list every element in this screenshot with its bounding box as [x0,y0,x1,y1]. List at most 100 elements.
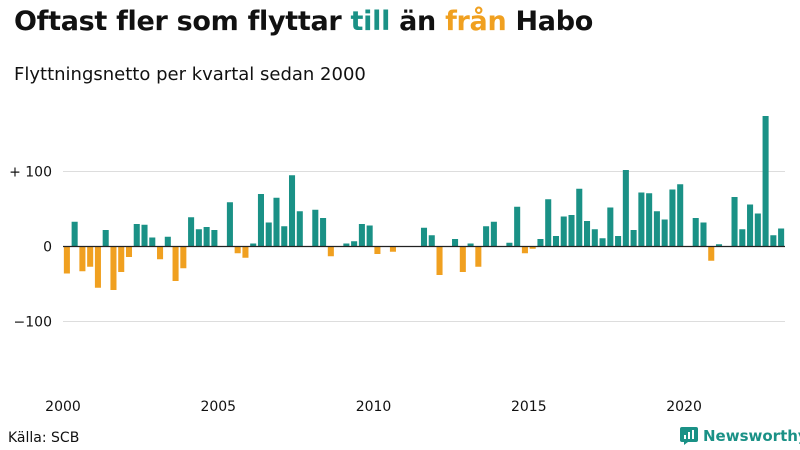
bar[interactable] [94,246,101,288]
title-part-till: till [350,6,391,37]
bar[interactable] [653,211,660,247]
bar[interactable] [180,246,187,269]
bar[interactable] [79,246,86,272]
bar[interactable] [436,246,443,276]
bar[interactable] [281,226,288,247]
title-part-3: än [390,6,446,37]
bar-chart: + 100 0 −100 2000 2005 2010 2015 2020 [9,116,785,416]
bar[interactable] [296,211,303,247]
bar[interactable] [615,236,622,247]
bar[interactable] [226,202,233,247]
bar[interactable] [715,244,723,247]
bar[interactable] [351,241,358,247]
bar[interactable] [770,235,777,247]
bar[interactable] [529,246,536,249]
bar[interactable] [265,222,272,247]
bar[interactable] [467,243,474,247]
bar[interactable] [149,237,156,247]
bar[interactable] [195,229,202,247]
bar[interactable] [560,216,567,247]
x-tick-label: 2005 [200,399,236,415]
x-tick-label: 2020 [666,399,702,415]
bar[interactable] [754,213,761,247]
bar[interactable] [545,199,552,247]
bar[interactable] [358,224,365,247]
bar[interactable] [234,246,241,254]
bar[interactable] [646,193,653,247]
bar[interactable] [599,238,606,247]
bar[interactable] [576,188,583,247]
tick-labels: + 100 0 −100 2000 2005 2010 2015 2020 [9,165,702,416]
bar[interactable] [490,221,497,247]
bar[interactable] [739,229,746,247]
source-note: Källa: SCB [8,430,80,446]
bar[interactable] [63,246,70,274]
bar[interactable] [257,194,264,247]
bar[interactable] [638,192,645,247]
bar[interactable] [591,229,598,247]
bar[interactable] [747,204,754,247]
bar[interactable] [584,221,591,247]
bar[interactable] [242,246,249,258]
chart-title: Oftast fler som flyttar till än från Hab… [14,6,593,37]
bar[interactable] [475,246,482,267]
bar[interactable] [157,246,164,260]
bar[interactable] [521,246,528,254]
bar[interactable] [164,236,171,247]
bar[interactable] [250,243,257,247]
bar[interactable] [141,224,148,247]
bar[interactable] [630,230,637,247]
bar[interactable] [452,239,459,247]
bar[interactable] [125,246,133,258]
bar[interactable] [483,226,490,247]
newsworthy-logo-icon [680,427,698,445]
bar[interactable] [428,235,435,247]
chart-subtitle: Flyttningsnetto per kvartal sedan 2000 [14,64,366,85]
bar[interactable] [211,230,218,247]
bar[interactable] [778,228,785,247]
bar[interactable] [661,219,668,247]
bar[interactable] [506,242,513,247]
bar[interactable] [172,246,179,282]
x-tick-label: 2015 [511,399,547,415]
bar[interactable] [389,246,396,252]
brand-logo[interactable]: Newsworthy [680,427,800,445]
bar[interactable] [87,246,94,267]
bar[interactable] [622,170,629,247]
bar[interactable] [343,243,350,247]
gridlines [63,171,785,322]
bar[interactable] [203,227,210,247]
bar[interactable] [320,218,327,247]
bar[interactable] [374,246,381,255]
bar[interactable] [700,222,707,247]
bar[interactable] [552,236,560,247]
brand-name: Newsworthy [703,427,800,445]
bar[interactable] [312,209,319,247]
bar[interactable] [607,207,614,247]
bar[interactable] [420,227,428,247]
bar[interactable] [692,218,699,247]
bar[interactable] [677,184,684,247]
bar[interactable] [118,246,125,273]
bar[interactable] [327,246,334,257]
bar[interactable] [71,221,78,247]
bar[interactable] [731,197,738,247]
bar[interactable] [514,206,521,247]
y-tick-label: 0 [43,240,52,256]
x-tick-label: 2000 [45,399,81,415]
bar[interactable] [102,230,109,247]
bar[interactable] [708,246,715,261]
y-tick-label: −100 [14,315,52,331]
title-part-5: Habo [506,6,593,37]
bar[interactable] [288,175,296,247]
bar[interactable] [537,239,544,247]
bar[interactable] [568,215,575,247]
bar[interactable] [273,197,280,247]
bar[interactable] [459,246,466,273]
bar[interactable] [669,189,676,247]
bar[interactable] [110,246,117,291]
bar[interactable] [188,217,195,247]
bar[interactable] [762,116,769,247]
bar[interactable] [133,224,140,247]
bar[interactable] [366,225,373,247]
